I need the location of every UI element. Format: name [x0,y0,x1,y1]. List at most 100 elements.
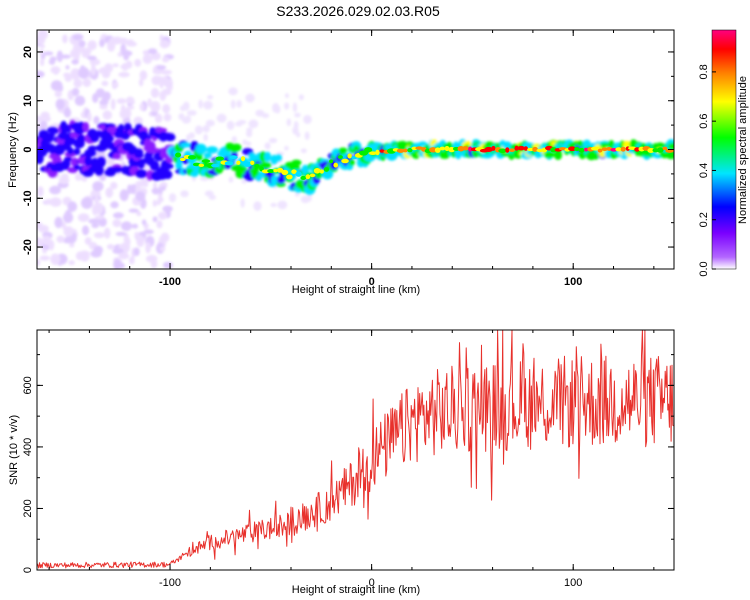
signal-blob [275,154,283,162]
signal-blob [276,181,286,188]
signal-blob [67,146,74,155]
noise-speckle [94,215,105,220]
noise-speckle [60,173,69,180]
noise-speckle [298,94,304,101]
noise-speckle [162,205,173,213]
signal-core [305,174,311,180]
noise-speckle [110,201,119,209]
signal-core [462,146,469,151]
signal-core [364,147,373,153]
noise-speckle [99,100,104,106]
noise-speckle [157,196,164,203]
noise-speckle [121,221,133,231]
signal-core [527,147,534,152]
noise-speckle [242,139,248,145]
noise-speckle [88,218,101,224]
noise-speckle [101,80,109,87]
signal-blob [84,155,92,167]
noise-speckle [106,156,115,167]
noise-speckle [162,103,171,114]
noise-speckle [73,78,83,88]
noise-speckle [127,105,135,110]
noise-speckle [237,120,247,125]
noise-speckle [127,41,137,47]
signal-core [224,161,234,166]
signal-core [468,146,473,152]
noise-speckle [133,247,140,256]
noise-speckle [248,93,253,102]
noise-speckle [300,195,310,204]
signal-core [250,160,255,165]
noise-speckle [202,125,210,133]
noise-speckle [106,244,115,250]
signal-core [578,147,585,153]
signal-blob [348,159,355,166]
noise-speckle [294,191,300,197]
noise-speckle [98,68,104,74]
signal-core [281,169,289,175]
signal-blob [175,161,183,170]
signal-core [333,162,339,168]
noise-speckle [112,212,124,219]
noise-speckle [150,87,160,99]
noise-speckle [286,118,292,127]
signal-core [329,159,334,164]
noise-speckle [270,202,277,208]
noise-speckle [56,235,65,243]
signal-core [267,168,275,174]
signal-core [229,155,238,160]
noise-speckle [72,33,84,41]
x-tick-label: -100 [159,276,181,288]
noise-speckle [120,43,127,54]
noise-speckle [131,223,139,229]
noise-speckle [168,193,177,203]
signal-core [379,149,385,153]
noise-speckle [112,63,119,68]
noise-speckle [152,199,157,207]
spectrogram-blobs [37,30,674,269]
signal-blob [98,157,105,166]
x-tick-label: 0 [369,577,375,589]
noise-speckle [116,98,127,104]
signal-core [347,153,352,159]
noise-speckle [159,78,164,89]
noise-speckle [245,129,253,138]
noise-speckle [42,248,47,254]
snr-frame [36,329,675,571]
noise-speckle [64,209,72,219]
signal-core [550,147,558,153]
signal-blob [50,128,59,134]
noise-speckle [37,259,41,266]
noise-speckle [94,195,99,206]
noise-speckle [48,58,56,65]
signal-core [211,163,220,168]
snr-xlabel: Height of straight line (km) [292,584,420,596]
signal-core [198,163,205,168]
signal-core [254,163,260,168]
signal-blob [64,156,73,162]
noise-speckle [231,136,238,143]
noise-speckle [50,253,61,265]
colorbar-tick-label: 0.4 [698,163,710,178]
signal-core [295,171,302,177]
noise-speckle [119,109,129,119]
noise-speckle [116,262,125,269]
noise-speckle [93,232,105,239]
signal-blob [82,121,90,133]
signal-core [319,169,324,174]
noise-speckle [50,66,61,74]
noise-speckle [264,142,271,150]
colorbar-tick-label: 0.0 [698,261,710,276]
noise-speckle [143,229,154,235]
noise-speckle [131,184,137,189]
noise-speckle [65,65,70,70]
signal-core [484,146,494,152]
noise-speckle [240,198,245,208]
noise-speckle [63,107,72,118]
noise-speckle [163,113,172,122]
signal-core [179,157,186,162]
noise-speckle [54,90,63,98]
spectrogram-ylabel: Frequency (Hz) [7,112,19,188]
signal-core [536,148,544,153]
noise-speckle [95,88,106,98]
